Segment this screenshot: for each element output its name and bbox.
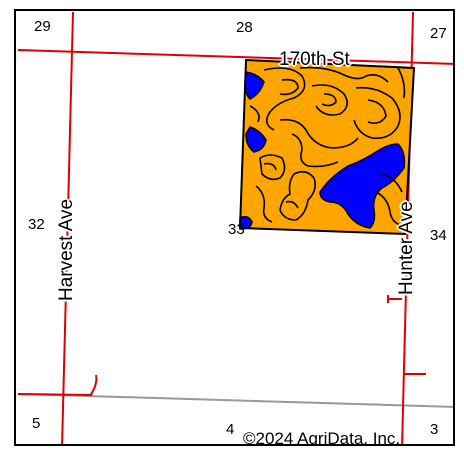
water-areas bbox=[239, 71, 406, 230]
road-label-hunter-ave: Hunter Ave bbox=[396, 201, 417, 295]
road-label-170th-st: 170th St bbox=[279, 49, 350, 70]
road-label-harvest-ave: Harvest Ave bbox=[56, 198, 77, 301]
road-line-south-west bbox=[17, 393, 93, 396]
map-canvas bbox=[17, 11, 453, 444]
road-stub-1 bbox=[89, 374, 98, 397]
section-number-33: 33 bbox=[228, 221, 245, 238]
road-stub-2 bbox=[387, 295, 402, 303]
section-number-29: 29 bbox=[34, 18, 51, 35]
road-line-north bbox=[17, 49, 453, 65]
water-area-e bbox=[319, 143, 406, 229]
soil-contours bbox=[249, 66, 406, 227]
section-number-4: 4 bbox=[226, 421, 235, 438]
section-number-32: 32 bbox=[28, 216, 45, 233]
section-number-28: 28 bbox=[236, 19, 253, 36]
section-number-3: 3 bbox=[430, 421, 439, 438]
water-area-sw bbox=[239, 215, 253, 230]
water-area-w bbox=[245, 126, 267, 153]
road-line-west bbox=[61, 11, 74, 444]
gray-section-line bbox=[19, 393, 453, 408]
map-frame: 29 28 27 32 33 34 5 4 3 170th St Harvest… bbox=[14, 9, 455, 446]
water-area-nw bbox=[244, 71, 265, 100]
field-area bbox=[238, 58, 416, 236]
copyright-notice: ©2024 AgriData, Inc. bbox=[243, 429, 401, 446]
section-number-27: 27 bbox=[430, 25, 447, 42]
section-number-5: 5 bbox=[32, 415, 41, 432]
section-number-34: 34 bbox=[430, 227, 447, 244]
